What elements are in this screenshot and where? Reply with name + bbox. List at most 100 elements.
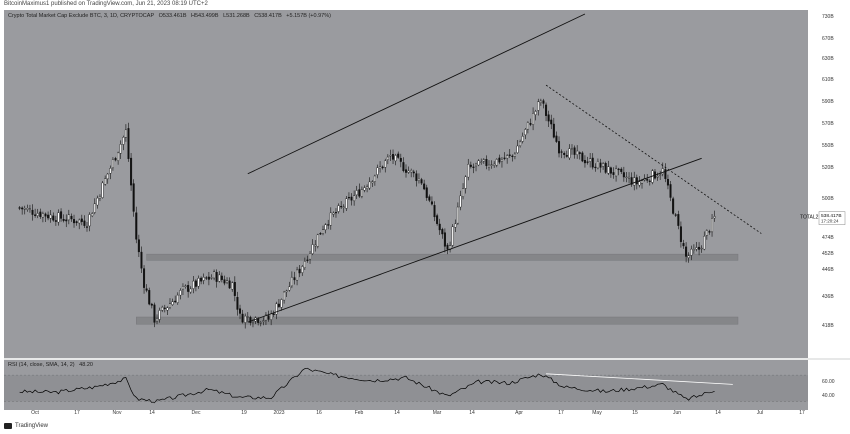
candle (34, 208, 37, 218)
candle (264, 311, 267, 325)
candle (60, 208, 63, 222)
candle (363, 185, 366, 193)
candle (475, 162, 478, 172)
candle (218, 271, 221, 283)
channel-line-2 (247, 157, 702, 323)
candle (280, 298, 283, 311)
candle (373, 174, 376, 186)
rsi-value: 48.20 (79, 362, 93, 368)
candle (436, 213, 439, 226)
candle (397, 151, 400, 159)
candle (57, 209, 60, 226)
candle (135, 206, 138, 244)
ohlc-open: O533.461B (158, 13, 187, 19)
y-tick-label: 670B (822, 36, 834, 42)
candle (327, 219, 330, 230)
candle (519, 139, 522, 148)
candle (628, 172, 631, 184)
candle (506, 154, 509, 164)
candle (275, 301, 278, 320)
candle (604, 161, 607, 174)
candle (420, 177, 423, 186)
candle (586, 156, 589, 165)
candle (542, 98, 545, 109)
candle (18, 205, 21, 211)
candle (692, 244, 695, 254)
candle (246, 312, 249, 322)
candle (316, 233, 319, 249)
candle (386, 154, 389, 165)
candle (384, 158, 387, 173)
candle (493, 161, 496, 168)
candle (244, 313, 247, 329)
candle (482, 158, 485, 164)
candle (682, 239, 685, 249)
price-tag-box (818, 211, 846, 225)
y-tick-label: 436B (822, 294, 834, 300)
candle (314, 240, 317, 252)
candle (568, 144, 571, 161)
candle (127, 122, 130, 162)
candle (122, 135, 125, 151)
candle (368, 177, 371, 191)
candle (446, 243, 449, 255)
candle (296, 266, 299, 286)
candle (687, 252, 690, 263)
candle (487, 160, 490, 171)
candle (516, 139, 519, 154)
brand-footer[interactable]: TradingView (4, 423, 48, 429)
candle (78, 218, 81, 230)
candle (187, 281, 190, 298)
candle (109, 165, 112, 180)
price-tag-countdown: 17:20:24 (821, 219, 839, 224)
support-zone-1 (146, 253, 739, 261)
candle (311, 239, 314, 256)
candle (80, 214, 83, 226)
rsi-title: RSI (14, close, SMA, 14, 2) (8, 362, 75, 368)
candle (594, 163, 597, 172)
candle (342, 204, 345, 213)
candle (472, 163, 475, 174)
y-tick-label: 452B (822, 251, 834, 257)
candle (508, 149, 511, 158)
candle (698, 242, 701, 256)
candle (171, 298, 174, 306)
x-tick-label: May (592, 410, 602, 416)
y-tick-label: 474B (822, 235, 834, 241)
candle (537, 98, 540, 116)
candle (664, 163, 667, 183)
candle (358, 183, 361, 198)
candle (119, 140, 122, 159)
candle (360, 186, 363, 199)
candle (607, 160, 610, 176)
rsi-trend-line (546, 373, 733, 385)
x-tick-label: Apr (515, 410, 523, 416)
main-pane-background (4, 10, 808, 358)
candle (137, 234, 140, 257)
ohlc-change: +5.157B (+0.97%) (286, 13, 331, 19)
candle (324, 223, 327, 234)
candle (477, 159, 480, 167)
candle (145, 284, 148, 293)
candle (31, 204, 34, 221)
candle (226, 277, 229, 285)
candle (700, 245, 703, 253)
candle (163, 304, 166, 313)
candle (641, 178, 644, 189)
candle (459, 190, 462, 211)
x-tick-label: 16 (316, 410, 322, 416)
candle (350, 193, 353, 206)
ohlc-high: H543.499B (191, 13, 219, 19)
candle (467, 158, 470, 181)
candle (402, 157, 405, 173)
candle (322, 225, 325, 236)
candle (581, 151, 584, 163)
y-tick-label: 570B (822, 121, 834, 127)
candle (213, 269, 216, 281)
x-tick-label: 14 (715, 410, 721, 416)
candle (599, 158, 602, 173)
candle (570, 144, 573, 155)
candle (555, 131, 558, 144)
